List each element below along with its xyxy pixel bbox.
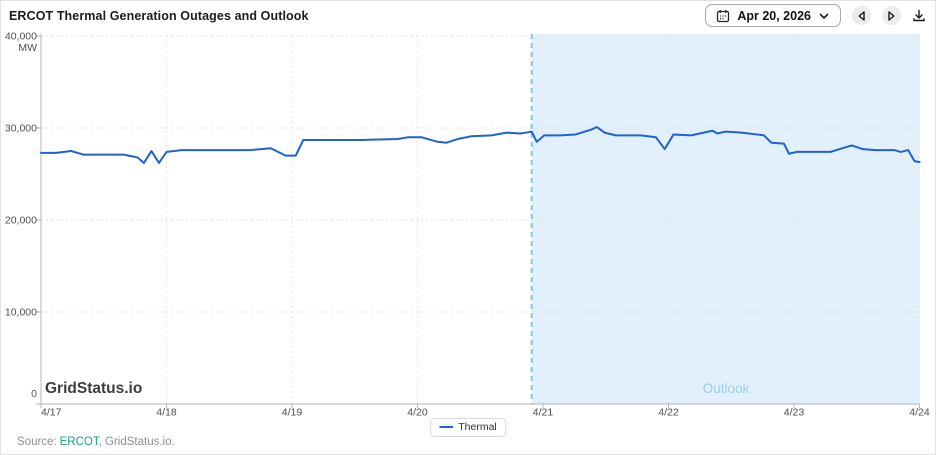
source-suffix: , GridStatus.io. <box>98 436 175 448</box>
chart-area[interactable]: 0 10,000 20,000 30,000 40,000 MW 4/17 4/18 4/19 4… <box>1 1 935 421</box>
x-tick-label: 4/18 <box>156 407 177 419</box>
next-day-button[interactable] <box>882 6 901 25</box>
x-tick-label: 4/23 <box>784 407 805 419</box>
x-tick-label: 4/22 <box>658 407 679 419</box>
date-value: Apr 20, 2026 <box>737 8 811 23</box>
ercot-link[interactable]: ERCOT <box>59 436 99 448</box>
gridstatus-watermark: GridStatus.io <box>45 380 143 397</box>
y-tick-label: 0 <box>31 388 37 400</box>
arrow-right-icon <box>887 10 896 21</box>
outlook-region <box>531 34 920 404</box>
x-tick-label: 4/21 <box>533 407 554 419</box>
x-tick-label: 4/24 <box>909 407 930 419</box>
download-button[interactable] <box>912 9 926 23</box>
y-axis-unit: MW <box>18 42 37 54</box>
calendar-icon <box>716 9 730 23</box>
header-controls: Apr 20, 2026 <box>705 4 930 27</box>
y-tick-label: 10,000 <box>5 307 37 319</box>
chevron-down-icon <box>818 10 830 22</box>
x-tick-label: 4/20 <box>407 407 428 419</box>
y-tick-label: 20,000 <box>5 215 37 227</box>
date-picker[interactable]: Apr 20, 2026 <box>705 4 841 27</box>
y-tick-label: 40,000 <box>5 31 37 43</box>
outlook-region-label: Outlook <box>702 381 750 396</box>
thermal-line <box>40 126 921 164</box>
thermal-series-marker <box>439 425 454 429</box>
prev-day-button[interactable] <box>852 6 871 25</box>
x-tick-label: 4/17 <box>41 407 62 419</box>
x-tick-label: 4/19 <box>282 407 303 419</box>
page-title: ERCOT Thermal Generation Outages and Out… <box>9 9 309 23</box>
thermal-series-label: Thermal <box>458 421 497 433</box>
source-attribution: Source: ERCOT, GridStatus.io. <box>17 436 175 448</box>
download-icon <box>912 9 926 23</box>
legend[interactable]: Thermal <box>430 418 506 437</box>
y-tick-label: 30,000 <box>5 123 37 135</box>
arrow-left-icon <box>857 10 866 21</box>
source-prefix: Source: <box>17 436 57 448</box>
